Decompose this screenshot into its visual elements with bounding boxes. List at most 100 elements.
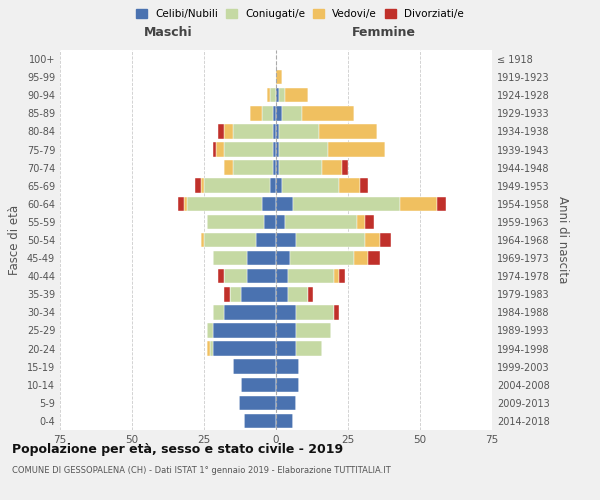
Bar: [247, 251, 276, 266]
Bar: [201, 178, 204, 193]
Bar: [354, 251, 368, 266]
Bar: [265, 214, 276, 229]
Bar: [284, 88, 308, 102]
Text: Popolazione per età, sesso e stato civile - 2019: Popolazione per età, sesso e stato civil…: [12, 442, 343, 456]
Bar: [279, 88, 284, 102]
Bar: [256, 233, 276, 247]
Bar: [328, 142, 385, 157]
Bar: [239, 396, 276, 410]
Bar: [284, 214, 356, 229]
Bar: [276, 214, 284, 229]
Bar: [276, 142, 279, 157]
Bar: [230, 287, 241, 302]
Bar: [204, 233, 256, 247]
Bar: [212, 251, 247, 266]
Bar: [273, 106, 276, 120]
Bar: [204, 178, 270, 193]
Y-axis label: Fasce di età: Fasce di età: [8, 205, 21, 275]
Bar: [276, 233, 296, 247]
Bar: [276, 396, 296, 410]
Bar: [276, 305, 296, 320]
Bar: [279, 124, 319, 138]
Bar: [224, 160, 233, 175]
Bar: [334, 305, 340, 320]
Bar: [276, 178, 282, 193]
Bar: [322, 160, 342, 175]
Bar: [224, 142, 273, 157]
Bar: [250, 106, 262, 120]
Bar: [207, 342, 210, 356]
Bar: [296, 323, 331, 338]
Bar: [276, 360, 299, 374]
Bar: [368, 251, 380, 266]
Bar: [308, 287, 313, 302]
Bar: [279, 142, 328, 157]
Bar: [279, 160, 322, 175]
Bar: [287, 287, 308, 302]
Bar: [212, 142, 215, 157]
Bar: [270, 178, 276, 193]
Bar: [233, 124, 273, 138]
Bar: [276, 287, 287, 302]
Bar: [340, 269, 345, 283]
Bar: [276, 106, 282, 120]
Bar: [296, 305, 334, 320]
Bar: [201, 233, 204, 247]
Bar: [184, 196, 187, 211]
Bar: [276, 342, 296, 356]
Bar: [334, 269, 340, 283]
Bar: [296, 233, 365, 247]
Bar: [233, 360, 276, 374]
Bar: [270, 88, 276, 102]
Bar: [400, 196, 437, 211]
Bar: [287, 269, 334, 283]
Bar: [276, 269, 287, 283]
Bar: [215, 142, 224, 157]
Bar: [262, 196, 276, 211]
Text: Femmine: Femmine: [352, 26, 416, 39]
Bar: [296, 342, 322, 356]
Bar: [207, 323, 212, 338]
Bar: [359, 178, 368, 193]
Bar: [273, 142, 276, 157]
Bar: [276, 196, 293, 211]
Bar: [218, 124, 224, 138]
Bar: [282, 106, 302, 120]
Bar: [273, 124, 276, 138]
Bar: [276, 70, 282, 84]
Bar: [196, 178, 201, 193]
Bar: [276, 251, 290, 266]
Bar: [224, 287, 230, 302]
Bar: [290, 251, 354, 266]
Text: COMUNE DI GESSOPALENA (CH) - Dati ISTAT 1° gennaio 2019 - Elaborazione TUTTITALI: COMUNE DI GESSOPALENA (CH) - Dati ISTAT …: [12, 466, 391, 475]
Bar: [276, 414, 293, 428]
Bar: [437, 196, 446, 211]
Text: Maschi: Maschi: [143, 26, 193, 39]
Bar: [380, 233, 391, 247]
Bar: [262, 106, 273, 120]
Bar: [302, 106, 354, 120]
Bar: [207, 214, 265, 229]
Bar: [268, 88, 270, 102]
Bar: [210, 342, 212, 356]
Bar: [276, 378, 299, 392]
Bar: [212, 305, 224, 320]
Bar: [276, 323, 296, 338]
Bar: [247, 269, 276, 283]
Bar: [273, 160, 276, 175]
Legend: Celibi/Nubili, Coniugati/e, Vedovi/e, Divorziati/e: Celibi/Nubili, Coniugati/e, Vedovi/e, Di…: [132, 5, 468, 24]
Bar: [241, 287, 276, 302]
Bar: [241, 378, 276, 392]
Bar: [276, 124, 279, 138]
Bar: [293, 196, 400, 211]
Bar: [319, 124, 377, 138]
Bar: [212, 323, 276, 338]
Bar: [365, 214, 374, 229]
Bar: [224, 124, 233, 138]
Bar: [356, 214, 365, 229]
Bar: [282, 178, 340, 193]
Bar: [224, 305, 276, 320]
Bar: [212, 342, 276, 356]
Y-axis label: Anni di nascita: Anni di nascita: [556, 196, 569, 284]
Bar: [365, 233, 380, 247]
